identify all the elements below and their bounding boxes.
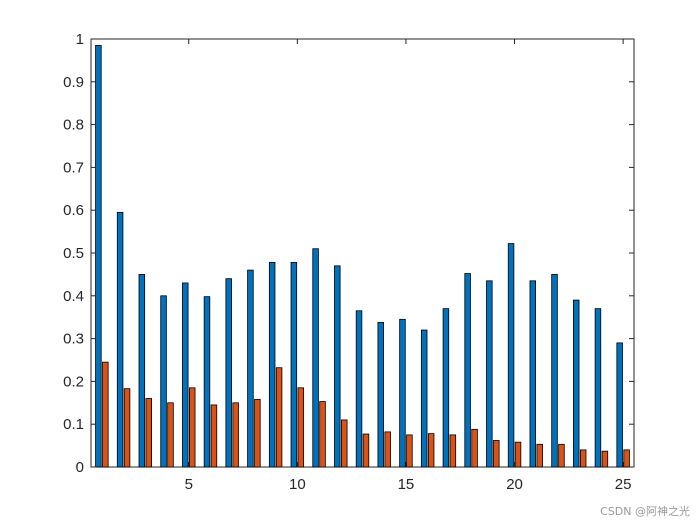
x-tick-label: 15 — [398, 476, 415, 493]
bar-series1-9 — [268, 262, 276, 468]
y-tick-label: 0.1 — [63, 416, 84, 433]
y-tick-label: 0.2 — [63, 373, 84, 390]
y-tick-label: 0.8 — [63, 117, 84, 134]
bar-series1-22 — [551, 273, 558, 468]
bar-series2-19 — [493, 440, 500, 468]
ticks-group: 00.10.20.30.40.50.60.70.80.915 10 15 20 25 — [63, 31, 634, 493]
bar-series2-2 — [123, 388, 131, 468]
bar-series1-20 — [507, 243, 515, 468]
bar-series2-7 — [232, 402, 239, 468]
bar-series2-18 — [471, 428, 478, 468]
bar-series1-3 — [138, 273, 146, 468]
bar-series2-13 — [362, 433, 370, 468]
bars-group — [95, 45, 630, 468]
bar-series2-3 — [145, 398, 152, 468]
bar-series1-19 — [486, 280, 493, 468]
bar-series1-2 — [116, 211, 124, 468]
bar-series2-5 — [188, 387, 196, 468]
bar-series1-16 — [420, 329, 428, 468]
bar-series1-4 — [160, 295, 167, 468]
bar-series1-12 — [334, 265, 341, 468]
bar-series2-6 — [210, 404, 218, 468]
bar-series2-12 — [341, 419, 348, 468]
bar-series2-16 — [427, 433, 435, 468]
bar-series1-7 — [225, 278, 232, 468]
bar-series2-24 — [601, 450, 609, 468]
x-tick-label: 10 — [289, 476, 306, 493]
x-tick-label: 25 — [615, 476, 632, 493]
x-tick-label: 20 — [506, 476, 523, 493]
y-tick-label: 0.4 — [63, 288, 84, 305]
bar-series1-11 — [312, 248, 319, 468]
plot-area — [90, 38, 635, 468]
bar-series1-24 — [594, 308, 602, 468]
bar-series1-1 — [95, 45, 102, 468]
bar-series2-9 — [275, 367, 283, 468]
bar-series1-6 — [203, 296, 211, 468]
bar-series1-21 — [529, 280, 537, 468]
bar-series2-4 — [167, 402, 174, 468]
bar-series2-21 — [536, 443, 543, 468]
y-tick-label: 0.3 — [63, 331, 84, 348]
bar-series2-14 — [384, 431, 391, 468]
bar-series2-15 — [406, 434, 413, 468]
bar-series2-8 — [254, 398, 261, 468]
bar-series1-17 — [442, 308, 450, 468]
bar-series1-13 — [355, 310, 363, 468]
bar-series2-20 — [514, 441, 522, 468]
bar-series1-8 — [247, 269, 254, 468]
bar-series2-23 — [579, 449, 587, 468]
bar-series1-15 — [399, 318, 406, 468]
bar-series2-1 — [102, 361, 109, 468]
y-tick-label: 0.6 — [63, 202, 84, 219]
x-tick-label: 5 — [185, 476, 193, 493]
bar-series1-25 — [616, 342, 623, 468]
bar-series2-11 — [319, 401, 326, 468]
bar-series2-25 — [623, 449, 630, 468]
y-tick-label: 0.7 — [63, 159, 84, 176]
bar-series1-18 — [464, 273, 471, 468]
bar-series1-14 — [377, 321, 384, 468]
bar-series2-22 — [558, 443, 565, 468]
y-tick-label: 0.9 — [63, 74, 84, 91]
bar-series2-10 — [297, 387, 305, 468]
bar-series1-5 — [182, 282, 189, 468]
bar-series2-17 — [449, 434, 457, 468]
watermark: CSDN @阿神之光 — [600, 505, 690, 518]
bar-series1-10 — [290, 262, 298, 468]
y-tick-label: 1 — [76, 31, 84, 48]
y-tick-label: 0.5 — [63, 245, 84, 262]
y-tick-label: 0 — [76, 459, 84, 476]
bar-series1-23 — [573, 299, 580, 468]
